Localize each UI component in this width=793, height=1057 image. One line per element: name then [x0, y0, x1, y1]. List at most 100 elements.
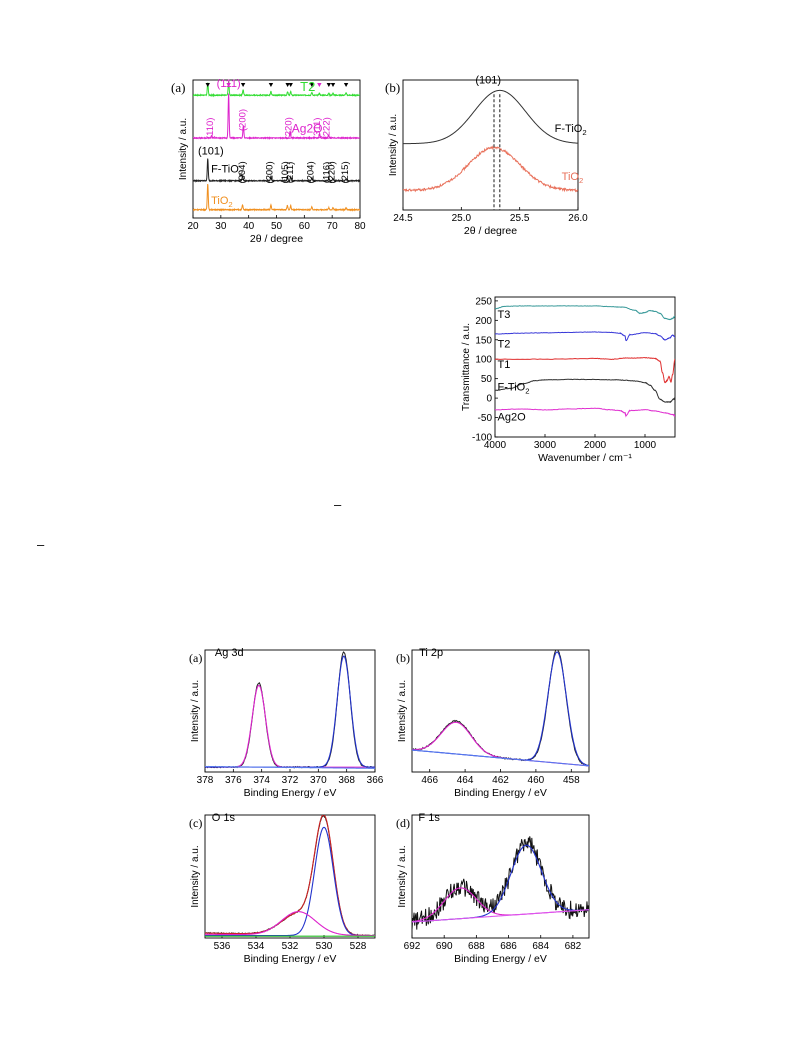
xps-o1s-panel: 536 534 532 530 528 Binding Energy / eV Intens…	[189, 812, 376, 965]
label-subscript: 2	[582, 128, 586, 137]
x-tick-label: 4000	[484, 440, 507, 451]
x-tick-label: 374	[253, 775, 270, 786]
peak-marker	[226, 83, 231, 87]
series-line-raw	[412, 836, 589, 930]
series-line-fit-685	[412, 844, 589, 923]
x-tick-label: 370	[310, 775, 327, 786]
x-axis-label: Binding Energy / eV	[454, 787, 547, 799]
label-main: F-TiO	[211, 163, 239, 175]
y-axis-label: Transmittance / a.u.	[461, 323, 472, 411]
plot-area	[205, 651, 375, 769]
series-label-101: (101)	[198, 146, 224, 158]
x-tick-label: 686	[500, 941, 517, 952]
series-line-fit-2p1-2	[412, 721, 589, 767]
plot-area	[412, 836, 589, 930]
label-subscript: 2	[579, 176, 583, 185]
peak-marker	[268, 83, 274, 87]
x-tick-label: 70	[327, 221, 339, 232]
x-axis-label: Binding Energy / eV	[244, 787, 337, 799]
y-axis-label: Intensity / a.u.	[397, 845, 408, 907]
y-tick-label: 0	[486, 394, 492, 405]
series-line-fit-3d3-2	[205, 684, 375, 768]
plot-frame	[494, 296, 676, 438]
plot-area	[495, 305, 675, 418]
series-line-background	[412, 749, 589, 767]
series-label-f-1s: F 1s	[418, 812, 440, 824]
x-axis-label: Wavenumber / cm⁻¹	[538, 452, 632, 464]
series-line-background	[412, 909, 589, 923]
miller-index-label: (110)	[205, 118, 216, 139]
miller-index-label: (204)	[306, 161, 317, 183]
panel-tag: (d)	[396, 816, 410, 830]
label-main: F-TiO	[555, 123, 583, 135]
y-axis-label: Intensity / a.u.	[190, 845, 201, 907]
series-line-f-tio2	[193, 158, 360, 183]
series-line-tio2	[193, 183, 360, 212]
x-tick-label: 688	[468, 941, 485, 952]
plot-frame	[204, 649, 376, 773]
stray-dash-2: –	[37, 537, 45, 552]
miller-index-label: (215)	[340, 161, 351, 183]
series-label-f-tio2: F-TiO2	[211, 163, 243, 177]
y-tick-label: 50	[481, 374, 493, 385]
xrd-zoom-panel: 24.5 25.0 25.5 26.0 2θ / degree Intensity / a…	[385, 74, 588, 237]
series-label-t3: T3	[498, 309, 511, 321]
plot-frame	[204, 814, 376, 939]
peak-marker	[317, 83, 322, 87]
x-tick-label: 60	[299, 221, 311, 232]
series-line-raw	[205, 651, 375, 769]
x-tick-label: 464	[457, 775, 474, 786]
series-line-t2	[495, 331, 675, 342]
peak-marker	[343, 83, 349, 87]
series-line-t1	[495, 357, 675, 384]
x-tick-label: 536	[214, 941, 231, 952]
x-tick-label: 466	[421, 775, 438, 786]
plot-area	[403, 89, 578, 193]
series-label-t1: T1	[498, 359, 511, 371]
y-axis-label: Intensity / a.u.	[178, 118, 189, 180]
series-line-ag2o	[495, 407, 675, 418]
y-tick-label: 150	[475, 335, 492, 346]
x-tick-label: 20	[187, 221, 199, 232]
x-axis-label: Binding Energy / eV	[244, 953, 337, 965]
label-main: TiO	[562, 171, 580, 183]
label-main: TiO	[211, 195, 229, 207]
x-tick-label: 26.0	[568, 213, 588, 224]
y-tick-label: 250	[475, 296, 492, 307]
series-line-sum-fit	[205, 815, 375, 937]
y-tick-label: 200	[475, 316, 492, 327]
x-tick-label: 528	[350, 941, 367, 952]
miller-index-label: (004)	[237, 161, 248, 183]
panel-tag: (a)	[189, 651, 202, 665]
series-label-tio2: TiO2	[562, 171, 584, 185]
x-tick-label: 378	[197, 775, 214, 786]
peak-marker	[309, 83, 315, 87]
x-tick-label: 462	[492, 775, 509, 786]
x-tick-label: 25.0	[452, 213, 472, 224]
x-tick-label: 682	[565, 941, 582, 952]
peak-marker	[205, 83, 210, 87]
series-line-t3	[495, 305, 675, 321]
miller-index-label: (116)	[322, 162, 333, 183]
series-line-raw	[205, 815, 375, 937]
plot-area	[205, 815, 375, 937]
x-tick-label: 458	[563, 775, 580, 786]
x-axis-label: Binding Energy / eV	[454, 953, 547, 965]
series-label-f-tio2: F-TiO2	[555, 123, 587, 137]
series-label-tio2: TiO2	[211, 195, 233, 209]
x-tick-label: 690	[436, 941, 453, 952]
x-tick-label: 1000	[634, 440, 657, 451]
series-label-ag2o: Ag2O	[498, 412, 527, 424]
xps-f1s-panel: 692 690 688 686 684 682 Binding Energy / eV Int…	[396, 812, 590, 965]
x-tick-label: 376	[225, 775, 242, 786]
miller-index-label: (222)	[322, 117, 333, 139]
series-line-tio2	[403, 145, 578, 193]
x-tick-label: 3000	[534, 440, 557, 451]
series-line-t2	[193, 80, 360, 98]
series-label-101: (101)	[475, 74, 501, 86]
stray-dash-1: –	[334, 497, 342, 512]
y-tick-label: 100	[475, 355, 492, 366]
miller-index-label: (105)	[280, 161, 291, 183]
x-tick-label: 30	[215, 221, 227, 232]
label-subscript: 2	[525, 386, 529, 395]
